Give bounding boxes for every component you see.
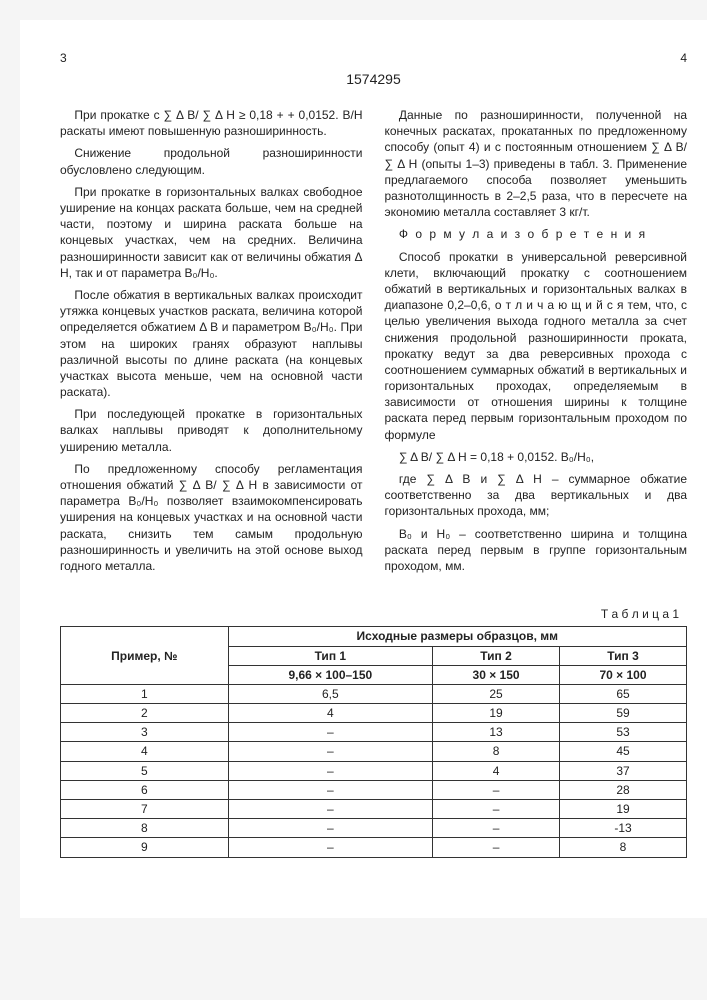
page: 3 4 1574295 При прокатке с ∑ Δ B/ ∑ Δ H …: [20, 20, 707, 918]
table-cell: –: [433, 838, 560, 857]
column-right: Данные по разноширинности, полученной на…: [385, 107, 688, 580]
table-cell: 1: [61, 684, 229, 703]
col-header: 30 × 150: [433, 665, 560, 684]
table-cell: –: [228, 761, 433, 780]
table-cell: 8: [61, 819, 229, 838]
page-left: 3: [60, 50, 67, 66]
table-row: 9––8: [61, 838, 687, 857]
patent-number: 1574295: [60, 70, 687, 89]
data-table: Пример, № Исходные размеры образцов, мм …: [60, 626, 687, 857]
table-cell: –: [433, 800, 560, 819]
table-cell: 6,5: [228, 684, 433, 703]
table-cell: 6: [61, 780, 229, 799]
table-row: 7––19: [61, 800, 687, 819]
table-cell: 37: [560, 761, 687, 780]
col-header: Пример, №: [61, 627, 229, 685]
table-row: Пример, № Исходные размеры образцов, мм: [61, 627, 687, 646]
paragraph: Способ прокатки в универсальной реверсив…: [385, 249, 688, 443]
table-row: 241959: [61, 704, 687, 723]
table-cell: –: [228, 819, 433, 838]
table-row: 4–845: [61, 742, 687, 761]
column-left: При прокатке с ∑ Δ B/ ∑ Δ H ≥ 0,18 + + 0…: [60, 107, 363, 580]
table-cell: 28: [560, 780, 687, 799]
paragraph: По предложенному способу регламентация о…: [60, 461, 363, 574]
table-cell: 4: [433, 761, 560, 780]
table-row: 16,52565: [61, 684, 687, 703]
table-cell: 8: [560, 838, 687, 857]
paragraph: B₀ и H₀ – соответственно ширина и толщин…: [385, 526, 688, 575]
table-cell: 3: [61, 723, 229, 742]
paragraph: При последующей прокатке в горизонтальны…: [60, 406, 363, 455]
paragraph: При прокатке в горизонтальных валках сво…: [60, 184, 363, 281]
two-columns: При прокатке с ∑ Δ B/ ∑ Δ H ≥ 0,18 + + 0…: [60, 107, 687, 580]
col-header: Тип 2: [433, 646, 560, 665]
paragraph: Снижение продольной разноширинности обус…: [60, 145, 363, 177]
table-row: 3–1353: [61, 723, 687, 742]
paragraph: При прокатке с ∑ Δ B/ ∑ Δ H ≥ 0,18 + + 0…: [60, 107, 363, 139]
paragraph: Данные по разноширинности, полученной на…: [385, 107, 688, 220]
table-cell: 19: [560, 800, 687, 819]
table-cell: 59: [560, 704, 687, 723]
table-section: Т а б л и ц а 1 Пример, № Исходные разме…: [60, 606, 687, 857]
table-cell: 19: [433, 704, 560, 723]
table-row: 6––28: [61, 780, 687, 799]
table-cell: 8: [433, 742, 560, 761]
col-header: Исходные размеры образцов, мм: [228, 627, 686, 646]
page-numbers: 3 4: [60, 50, 687, 66]
table-cell: 13: [433, 723, 560, 742]
page-right: 4: [680, 50, 687, 66]
table-cell: 2: [61, 704, 229, 723]
table-cell: 4: [61, 742, 229, 761]
table-cell: 5: [61, 761, 229, 780]
table-cell: -13: [560, 819, 687, 838]
table-cell: –: [433, 819, 560, 838]
table-cell: –: [228, 780, 433, 799]
table-cell: –: [228, 838, 433, 857]
table-cell: 4: [228, 704, 433, 723]
col-header: Тип 1: [228, 646, 433, 665]
table-cell: –: [228, 742, 433, 761]
formula-title: Ф о р м у л а и з о б р е т е н и я: [385, 226, 688, 242]
table-cell: 9: [61, 838, 229, 857]
paragraph: После обжатия в вертикальных валках прои…: [60, 287, 363, 400]
formula: ∑ Δ B/ ∑ Δ H = 0,18 + 0,0152. B₀/H₀,: [385, 449, 688, 465]
table-cell: 65: [560, 684, 687, 703]
col-header: 70 × 100: [560, 665, 687, 684]
col-header: 9,66 × 100–150: [228, 665, 433, 684]
table-label: Т а б л и ц а 1: [60, 606, 679, 622]
col-header: Тип 3: [560, 646, 687, 665]
table-row: 5–437: [61, 761, 687, 780]
table-cell: 53: [560, 723, 687, 742]
table-cell: 25: [433, 684, 560, 703]
table-cell: –: [433, 780, 560, 799]
paragraph: где ∑ Δ B и ∑ Δ H – суммарное обжатие со…: [385, 471, 688, 520]
table-row: 8––-13: [61, 819, 687, 838]
table-cell: –: [228, 800, 433, 819]
table-cell: 7: [61, 800, 229, 819]
table-cell: 45: [560, 742, 687, 761]
table-cell: –: [228, 723, 433, 742]
